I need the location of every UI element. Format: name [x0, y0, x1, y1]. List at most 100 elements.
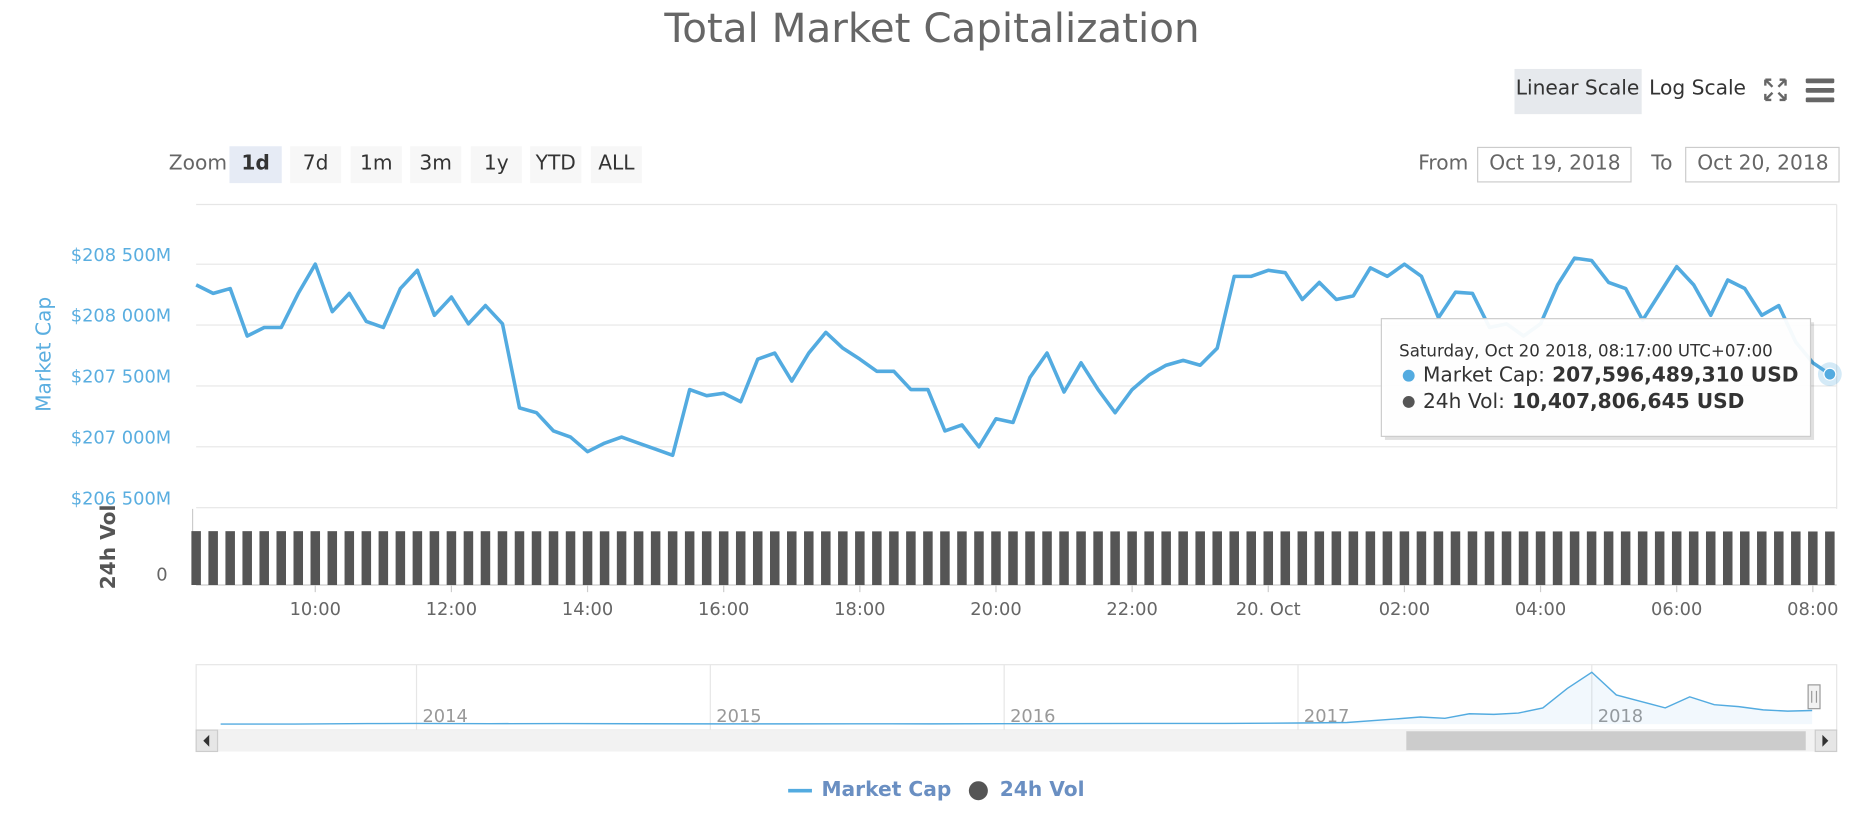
volume-bar — [769, 531, 780, 586]
volume-bar — [906, 531, 916, 586]
y-axis-title: Market Cap — [32, 297, 56, 412]
volume-bar — [293, 531, 304, 586]
volume-bar — [991, 531, 1001, 586]
navigator-tick-label: 2017 — [1304, 706, 1349, 727]
volume-bar — [1705, 531, 1716, 586]
from-value[interactable]: Oct 19, 2018 — [1489, 151, 1620, 175]
linear-scale-label[interactable]: Linear Scale — [1516, 76, 1640, 100]
legend-dot[interactable] — [968, 781, 988, 801]
tooltip-header: Saturday, Oct 20 2018, 08:17:00 UTC+07:0… — [1399, 341, 1773, 360]
zoom-button-label[interactable]: 7d — [303, 151, 329, 175]
to-input[interactable] — [1685, 146, 1840, 183]
volume-bar — [1791, 531, 1801, 586]
volume-bar — [1008, 531, 1018, 586]
volume-bar — [1263, 531, 1274, 586]
volume-bar — [582, 531, 593, 586]
zoom-button[interactable] — [229, 146, 282, 184]
volume-bar — [1808, 531, 1818, 586]
volume-bar — [531, 531, 542, 586]
volume-bar — [1382, 531, 1393, 586]
zoom-button[interactable] — [410, 146, 462, 184]
tooltip-item: 24h Vol: 10,407,806,645 USD — [1423, 388, 1744, 412]
volume-bar — [1450, 531, 1461, 586]
volume-bar — [752, 531, 763, 586]
x-tick-label: 10:00 — [290, 599, 341, 620]
volume-bar — [344, 531, 355, 586]
volume-bar — [208, 531, 218, 586]
volume-bar — [1569, 531, 1580, 586]
volume-bar — [1127, 531, 1137, 586]
navigator-frame[interactable] — [195, 664, 1838, 731]
navigator-handle[interactable] — [1807, 684, 1821, 710]
chart-title: Total Market Capitalization — [663, 4, 1199, 52]
log-scale-label[interactable]: Log Scale — [1649, 76, 1746, 100]
to-value[interactable]: Oct 20, 2018 — [1697, 151, 1828, 175]
zoom-button[interactable] — [470, 146, 522, 184]
volume-bar — [1757, 531, 1767, 586]
arrow-left — [203, 734, 210, 747]
x-tick-label: 16:00 — [698, 599, 749, 620]
volume-bar — [650, 531, 661, 586]
volume-bar — [1671, 531, 1682, 586]
volume-bar — [1093, 531, 1103, 586]
navigator-tick-label: 2014 — [422, 706, 467, 727]
volume-bar — [463, 531, 474, 586]
volume-bar — [1774, 531, 1784, 586]
volume-bar — [1212, 531, 1222, 586]
menu-icon[interactable] — [1805, 78, 1835, 103]
volume-bar — [633, 531, 644, 586]
volume-bar — [1042, 531, 1052, 586]
from-input[interactable] — [1477, 146, 1632, 183]
handle-grip — [1811, 690, 1818, 703]
from-label: From — [1418, 151, 1468, 175]
scroll-thumb[interactable] — [1406, 731, 1806, 751]
linear-scale-button[interactable] — [1514, 68, 1642, 115]
volume-bar — [429, 531, 440, 586]
volume-bar — [1178, 531, 1188, 586]
zoom-button-label[interactable]: 3m — [419, 151, 452, 175]
zoom-button-label[interactable]: 1y — [484, 151, 509, 175]
volume-bar — [735, 531, 746, 586]
tooltip-item-value: 207,596,489,310 USD — [1552, 362, 1798, 386]
volume-bar — [1331, 531, 1342, 586]
volume-bar — [1195, 531, 1205, 586]
x-tick-label: 02:00 — [1379, 599, 1430, 620]
zoom-button[interactable] — [290, 146, 342, 184]
volume-bar — [1535, 531, 1546, 586]
volume-bar — [446, 531, 457, 586]
zoom-button[interactable] — [590, 146, 642, 184]
market-cap-line — [195, 256, 1831, 458]
zoom-button-label[interactable]: ALL — [598, 151, 635, 175]
tooltip-box — [1380, 318, 1812, 437]
volume-bar — [1603, 531, 1614, 586]
volume-bar — [718, 531, 729, 586]
navigator-line — [220, 671, 1813, 725]
y-tick-label: $208 000M — [71, 306, 171, 327]
tooltip-dot — [1402, 369, 1415, 382]
volume-bar — [1740, 531, 1750, 586]
volume-bar — [787, 531, 797, 586]
volume-bar — [327, 531, 338, 586]
volume-bar — [1314, 531, 1325, 586]
volume-bar — [1654, 531, 1665, 586]
zoom-button-label[interactable]: 1m — [360, 151, 393, 175]
zoom-button[interactable] — [350, 146, 402, 184]
volume-bar — [242, 531, 252, 586]
volume-bar — [1076, 531, 1086, 586]
volume-bar — [1229, 531, 1239, 586]
legend-label[interactable]: 24h Vol — [1000, 777, 1085, 801]
to-label: To — [1650, 151, 1672, 175]
zoom-button[interactable] — [530, 146, 582, 184]
zoom-label: Zoom — [169, 151, 227, 175]
zoom-button-label[interactable]: YTD — [535, 151, 576, 175]
legend-label[interactable]: Market Cap — [821, 777, 951, 801]
volume-bar — [497, 531, 508, 586]
x-tick-label: 12:00 — [426, 599, 477, 620]
volume-bar — [1586, 531, 1597, 586]
volume-bar — [1110, 531, 1120, 586]
volume-bar — [1552, 531, 1563, 586]
zoom-button-label[interactable]: 1d — [241, 151, 270, 175]
navigator-tick-label: 2016 — [1010, 706, 1055, 727]
fullscreen-icon[interactable] — [1764, 78, 1787, 102]
volume-bar — [1467, 531, 1478, 586]
